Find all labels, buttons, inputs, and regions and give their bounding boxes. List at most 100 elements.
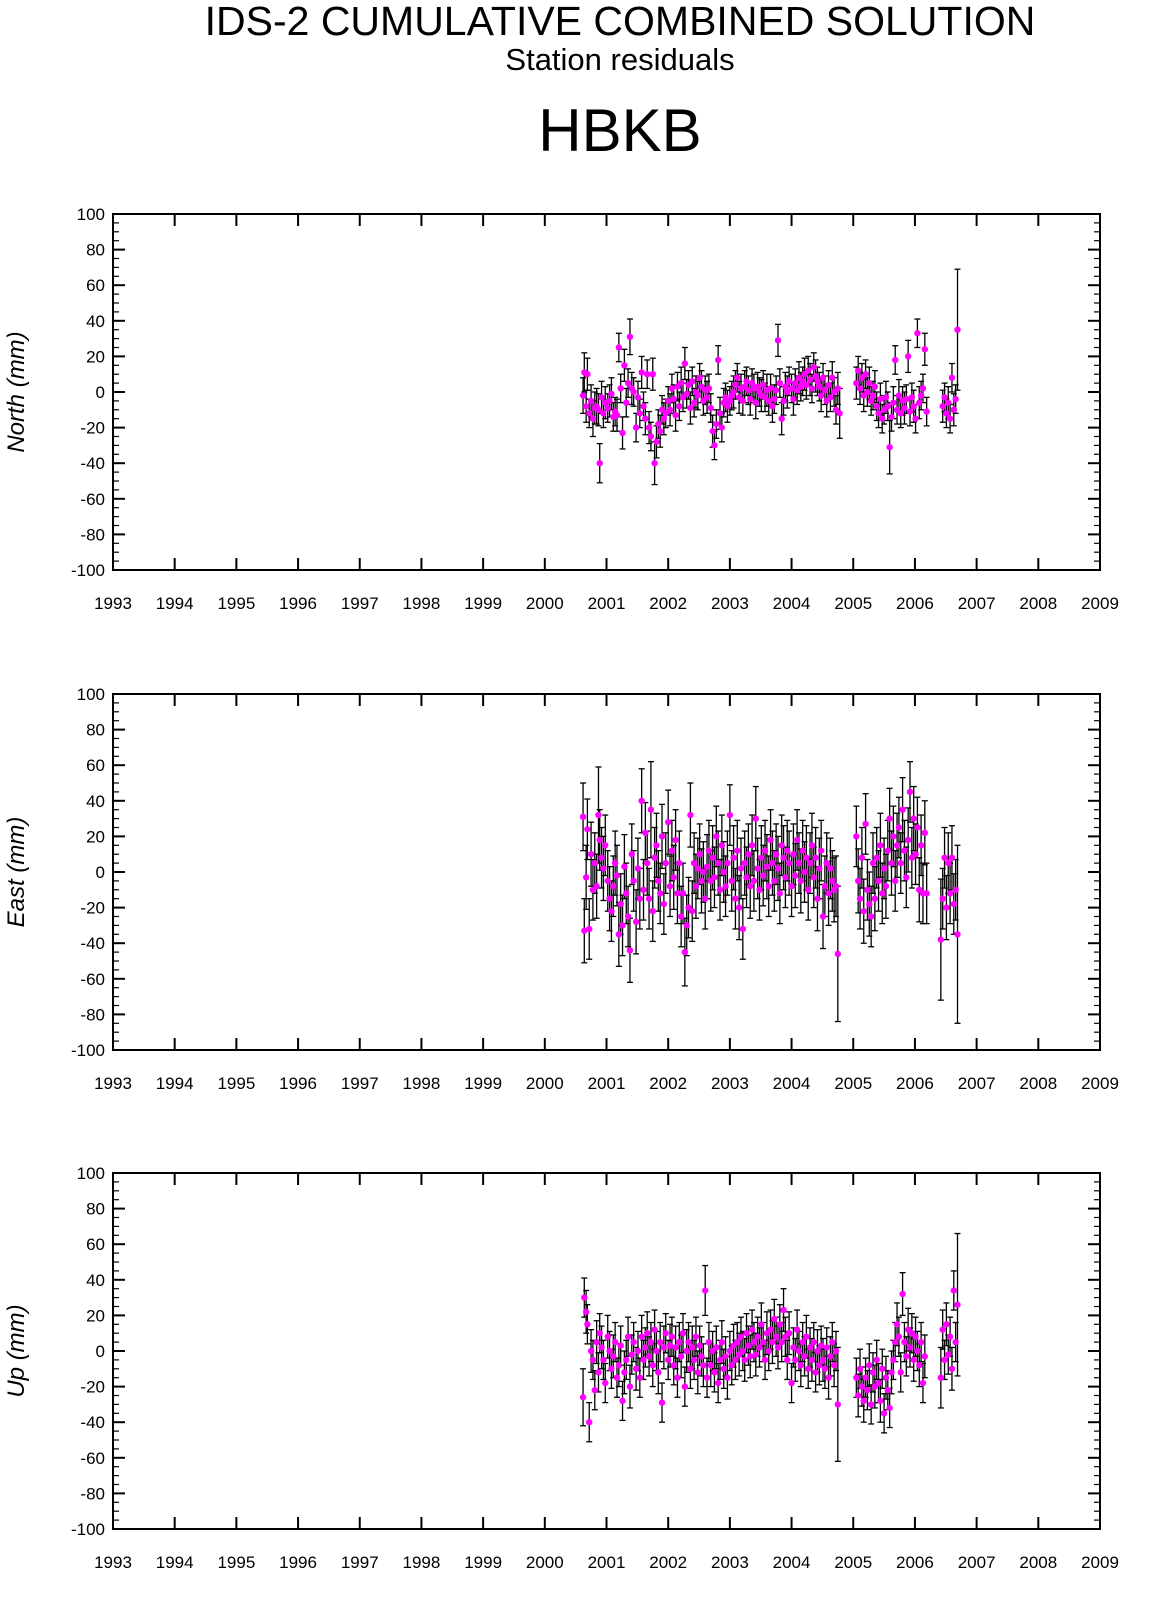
data-point — [860, 1397, 867, 1405]
data-point — [945, 859, 952, 867]
east-ytick-label: 20 — [86, 827, 105, 846]
data-point — [778, 842, 785, 849]
data-point — [624, 913, 632, 920]
data-point — [692, 883, 700, 890]
data-point — [656, 1338, 664, 1346]
data-point — [950, 900, 958, 908]
data-point — [619, 429, 626, 437]
data-point — [716, 886, 724, 893]
data-point — [690, 859, 698, 867]
data-point — [623, 1356, 630, 1364]
data-point — [827, 1353, 834, 1360]
up-ytick-label: 60 — [86, 1235, 105, 1254]
east-ytick-label: -40 — [80, 934, 105, 953]
data-point — [778, 415, 785, 422]
data-point — [728, 877, 735, 885]
data-point — [628, 1351, 635, 1358]
data-point — [767, 836, 774, 844]
data-point — [662, 859, 669, 867]
east-xtick-label: 2004 — [773, 1074, 811, 1093]
data-point — [747, 883, 754, 890]
data-point — [792, 872, 799, 879]
data-point — [689, 1344, 696, 1351]
north-ytick-label: -40 — [80, 454, 105, 473]
data-point — [636, 1374, 644, 1381]
data-point — [754, 1333, 761, 1340]
data-point — [709, 854, 716, 861]
data-point — [584, 1321, 591, 1328]
data-point — [937, 936, 945, 943]
data-point — [606, 397, 613, 405]
data-point — [582, 1308, 590, 1316]
data-point — [640, 886, 647, 893]
data-point — [716, 1356, 724, 1364]
data-point — [767, 1326, 774, 1333]
data-point — [829, 877, 836, 885]
data-point — [694, 392, 701, 399]
data-point — [890, 399, 897, 406]
data-point — [903, 874, 910, 881]
data-point — [810, 874, 817, 881]
data-point — [750, 877, 758, 885]
data-point — [696, 374, 703, 381]
north-ytick-label: -60 — [80, 490, 105, 509]
data-point — [856, 385, 864, 392]
data-point — [821, 387, 829, 394]
data-point — [899, 806, 906, 813]
data-point — [702, 1287, 709, 1294]
data-point — [866, 900, 873, 908]
data-point — [901, 1338, 908, 1346]
data-point — [799, 847, 806, 854]
data-point — [604, 1333, 611, 1340]
up-xtick-label: 1993 — [94, 1553, 132, 1572]
data-point — [869, 859, 877, 867]
data-point — [888, 859, 895, 867]
data-point — [897, 859, 904, 867]
data-point — [788, 385, 795, 392]
north-xtick-label: 2001 — [588, 594, 626, 613]
north-xtick-label: 2002 — [649, 594, 687, 613]
data-point — [904, 353, 912, 360]
data-point — [734, 847, 741, 854]
data-point — [790, 1344, 797, 1351]
data-point — [589, 415, 597, 422]
data-point — [904, 836, 912, 844]
data-point — [819, 913, 827, 920]
data-point — [747, 1353, 754, 1360]
data-point — [803, 854, 810, 861]
east-xtick-label: 2005 — [834, 1074, 872, 1093]
data-point — [584, 826, 591, 833]
data-point — [769, 1338, 776, 1346]
data-point — [642, 1344, 649, 1351]
data-point — [683, 922, 690, 929]
data-point — [890, 833, 897, 840]
data-point — [606, 1347, 613, 1355]
data-point — [875, 1379, 882, 1387]
data-point — [778, 1338, 785, 1346]
data-point — [679, 890, 687, 897]
data-point — [662, 410, 669, 417]
data-point — [703, 863, 711, 870]
data-point — [879, 890, 886, 897]
data-point — [914, 1347, 921, 1355]
data-point — [689, 378, 696, 385]
data-point — [596, 836, 603, 844]
data-point — [579, 1394, 587, 1401]
data-point — [803, 1333, 810, 1340]
data-point — [765, 1347, 772, 1355]
data-point — [624, 379, 632, 387]
east-ytick-label: 60 — [86, 756, 105, 775]
north-ytick-label: 0 — [96, 383, 105, 402]
data-point — [825, 890, 832, 897]
east-xtick-label: 2008 — [1019, 1074, 1057, 1093]
data-point — [636, 410, 644, 417]
data-point — [776, 379, 784, 387]
data-point — [923, 890, 930, 897]
data-point — [743, 1330, 750, 1337]
data-point — [623, 399, 630, 406]
data-point — [720, 868, 727, 876]
data-point — [608, 390, 615, 397]
data-point — [834, 385, 842, 392]
data-point — [893, 842, 901, 849]
data-point — [700, 868, 707, 876]
